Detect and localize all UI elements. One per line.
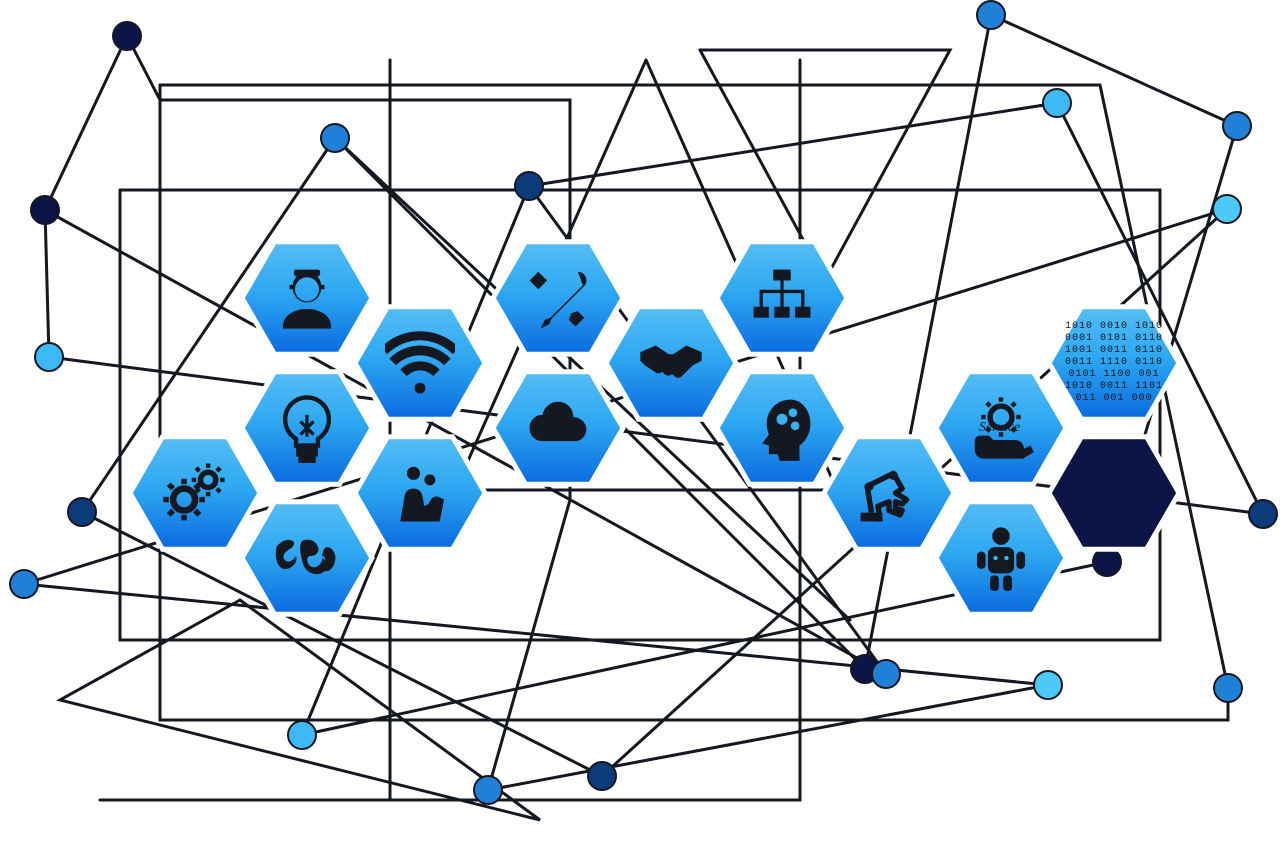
people-icon xyxy=(385,458,455,528)
worldmap-icon xyxy=(272,523,342,593)
network-node-dot xyxy=(515,172,543,200)
network-node-dot xyxy=(321,124,349,152)
robot-icon xyxy=(966,523,1036,593)
network-node-dot xyxy=(588,762,616,790)
network-node-dot xyxy=(474,776,502,804)
gears-icon xyxy=(160,458,230,528)
worker-icon xyxy=(272,263,342,333)
network-node-dot xyxy=(31,196,59,224)
network-node-dot xyxy=(288,721,316,749)
network-node-dot xyxy=(1214,674,1242,702)
network-node-dot xyxy=(1213,195,1241,223)
network-diagram: 1010 0010 1010 0001 0101 0110 1001 0011 … xyxy=(0,0,1280,853)
cloud-icon xyxy=(523,393,593,463)
lightbulb-icon xyxy=(272,393,342,463)
hex-robot xyxy=(931,488,1071,628)
network-node-dot xyxy=(1043,89,1071,117)
network-node-dot xyxy=(977,1,1005,29)
network-node-dot xyxy=(1223,112,1251,140)
service-icon xyxy=(966,393,1036,463)
network-node-dot xyxy=(113,22,141,50)
network-node-dot xyxy=(1249,500,1277,528)
tools-icon xyxy=(523,263,593,333)
handshake-icon xyxy=(636,328,706,398)
robot-arm-icon xyxy=(854,458,924,528)
orgchart-icon xyxy=(747,263,817,333)
network-node-dot xyxy=(1034,671,1062,699)
binary-icon: 1010 0010 1010 0001 0101 0110 1001 0011 … xyxy=(1079,328,1149,398)
hex-worldmap xyxy=(237,488,377,628)
network-node-dot xyxy=(35,343,63,371)
network-node-dot xyxy=(10,570,38,598)
wifi-icon xyxy=(385,328,455,398)
network-node-dot xyxy=(872,660,900,688)
hex-cloud xyxy=(488,358,628,498)
network-node-dot xyxy=(68,498,96,526)
head-gears-icon xyxy=(747,393,817,463)
